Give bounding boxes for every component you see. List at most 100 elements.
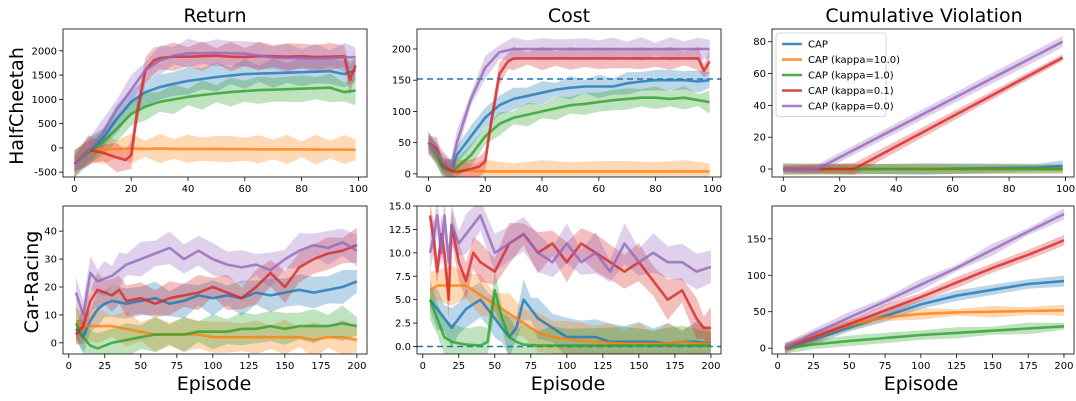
- xtick-label-hc-cost-5: 100: [703, 184, 722, 195]
- series-line-cr-return-4: [74, 241, 358, 317]
- ytick-label-cr-cumviol-2: 100: [747, 271, 766, 282]
- xtick-label-cr-cumviol-3: 75: [879, 361, 892, 372]
- xtick-label-cr-return-2: 50: [134, 361, 147, 372]
- xtick-label-cr-cost-6: 150: [629, 361, 648, 372]
- ytick-label-cr-cost-1: 2.5: [395, 319, 411, 330]
- legend: CAP CAP (kappa=10.0) CAP (kappa=1.0) CAP (k…: [775, 32, 900, 117]
- panel-cr-return: 0 25 50 75 100 125 150 175 200 0 10 20 30 40: [44, 205, 368, 372]
- plot-area-cr-cumviol: [784, 208, 1065, 354]
- ytick-label-cr-cost-6: 15.0: [389, 202, 411, 213]
- panel-hc-cost: 0 20 40 60 80 100 0 50 100 150 200: [392, 28, 722, 195]
- row-label-car-racing: Car-Racing: [21, 231, 43, 334]
- xlabel-episode-cost: Episode: [531, 373, 606, 395]
- panel-hc-cumviol: 0 20 40 60 80 100 0 20 40 60 80: [753, 28, 1075, 195]
- xtick-label-cr-cost-1: 25: [452, 361, 465, 372]
- xtick-label-hc-cost-0: 0: [425, 184, 431, 195]
- xtick-label-hc-cumviol-3: 60: [946, 184, 959, 195]
- ytick-label-hc-return-5: 2000: [32, 46, 57, 57]
- ytick-label-hc-cumviol-0: 0: [760, 165, 766, 176]
- xtick-label-cr-cumviol-0: 0: [775, 361, 781, 372]
- panel-cr-cost: 0 25 50 75 100 125 150 175 200 0.0 2.5 5.0 7.5 10.0 12…: [389, 202, 722, 372]
- series-line-cr-return-1: [75, 322, 358, 342]
- band-hc-cost-series-4: [428, 37, 710, 176]
- xtick-label-cr-cost-4: 100: [557, 361, 576, 372]
- series-line-hc-return-1: [73, 147, 356, 165]
- series-line-hc-cost-2: [427, 96, 710, 173]
- band-cr-cumviol-series-4: [784, 208, 1064, 354]
- xtick-label-cr-cumviol-8: 200: [1054, 361, 1073, 372]
- ytick-label-hc-cost-3: 150: [392, 76, 411, 87]
- plot-area-hc-return: [73, 38, 357, 177]
- ytick-label-hc-cost-0: 0: [405, 169, 411, 180]
- series-line-cr-cumviol-3: [784, 239, 1065, 350]
- axes-frame-cr-cumviol: [771, 205, 1075, 355]
- ytick-label-cr-cost-5: 12.5: [389, 225, 411, 236]
- xtick-label-cr-cumviol-2: 50: [843, 361, 856, 372]
- axes-frame-hc-cumviol: [771, 28, 1075, 178]
- legend-label-3: CAP (kappa=0.1): [808, 86, 894, 97]
- band-hc-return-series-2: [74, 73, 356, 177]
- axes-frame-hc-return: [62, 28, 368, 178]
- xtick-label-hc-cumviol-2: 40: [890, 184, 903, 195]
- xtick-label-cr-cost-5: 125: [593, 361, 612, 372]
- xtick-label-hc-return-3: 60: [238, 184, 251, 195]
- ytick-label-hc-cumviol-3: 60: [753, 69, 766, 80]
- xtick-label-cr-cumviol-6: 150: [983, 361, 1002, 372]
- xtick-label-hc-cost-1: 20: [479, 184, 492, 195]
- xtick-label-cr-cost-8: 200: [701, 361, 720, 372]
- xtick-label-cr-return-1: 25: [98, 361, 111, 372]
- xtick-label-cr-cumviol-4: 100: [911, 361, 930, 372]
- xtick-label-cr-cost-7: 175: [665, 361, 684, 372]
- axes-frame-hc-cost: [416, 28, 722, 178]
- series-line-hc-cumviol-4: [783, 40, 1064, 171]
- xtick-label-cr-return-6: 150: [275, 361, 294, 372]
- col-title-return: Return: [183, 5, 246, 27]
- band-cr-return-series-2: [76, 305, 357, 354]
- xtick-label-cr-return-7: 175: [311, 361, 330, 372]
- xtick-label-hc-cumviol-1: 20: [833, 184, 846, 195]
- xtick-label-hc-cost-2: 40: [536, 184, 549, 195]
- xtick-label-cr-return-5: 125: [239, 361, 258, 372]
- axes-frame-cr-return: [62, 205, 368, 355]
- series-line-cr-return-3: [75, 243, 358, 336]
- xtick-label-hc-return-2: 40: [182, 184, 195, 195]
- ytick-label-hc-return-3: 1000: [32, 95, 57, 106]
- panel-hc-return: 0 20 40 60 80 100 -500 0 500 1000 1500 2000: [32, 28, 368, 195]
- series-line-cr-cost-1: [429, 284, 711, 346]
- band-cr-cost-series-3: [430, 206, 711, 349]
- legend-label-2: CAP (kappa=1.0): [808, 71, 894, 82]
- band-cr-return-series-0: [76, 269, 357, 354]
- xlabel-episode-cumulative-violation: Episode: [884, 373, 959, 395]
- plot-area-cr-return: [74, 227, 358, 354]
- xtick-label-cr-cost-2: 50: [488, 361, 501, 372]
- band-hc-return-series-0: [74, 58, 356, 172]
- band-cr-cumviol-series-0: [784, 275, 1064, 352]
- ytick-label-hc-cumviol-4: 80: [753, 37, 766, 48]
- xtick-label-cr-return-0: 0: [66, 361, 72, 372]
- band-cr-return-series-4: [76, 228, 357, 329]
- xtick-label-hc-cumviol-5: 100: [1056, 184, 1075, 195]
- ytick-label-cr-cumviol-3: 150: [747, 234, 766, 245]
- col-title-cumulative-violation: Cumulative Violation: [825, 5, 1022, 27]
- ytick-label-cr-return-0: 0: [51, 338, 57, 349]
- xtick-label-hc-return-0: 0: [71, 184, 77, 195]
- xtick-label-cr-cost-3: 75: [524, 361, 537, 372]
- xtick-label-cr-return-4: 100: [203, 361, 222, 372]
- series-line-hc-return-3: [73, 54, 357, 165]
- ytick-label-cr-cost-2: 5.0: [395, 295, 411, 306]
- legend-label-4: CAP (kappa=0.0): [808, 102, 894, 113]
- series-line-cr-cost-0: [428, 298, 712, 346]
- xtick-label-cr-cumviol-5: 125: [947, 361, 966, 372]
- xtick-label-hc-cumviol-4: 80: [1003, 184, 1016, 195]
- legend-box: [775, 32, 887, 117]
- ytick-label-hc-cumviol-1: 20: [753, 133, 766, 144]
- series-line-cr-return-0: [75, 280, 358, 339]
- ytick-label-cr-cost-4: 10.0: [389, 248, 411, 259]
- xtick-label-hc-cumviol-0: 0: [780, 184, 786, 195]
- xtick-label-cr-return-3: 75: [170, 361, 183, 372]
- col-title-cost: Cost: [548, 5, 590, 27]
- band-cr-cost-series-0: [430, 279, 711, 354]
- xtick-label-cr-cumviol-7: 175: [1019, 361, 1038, 372]
